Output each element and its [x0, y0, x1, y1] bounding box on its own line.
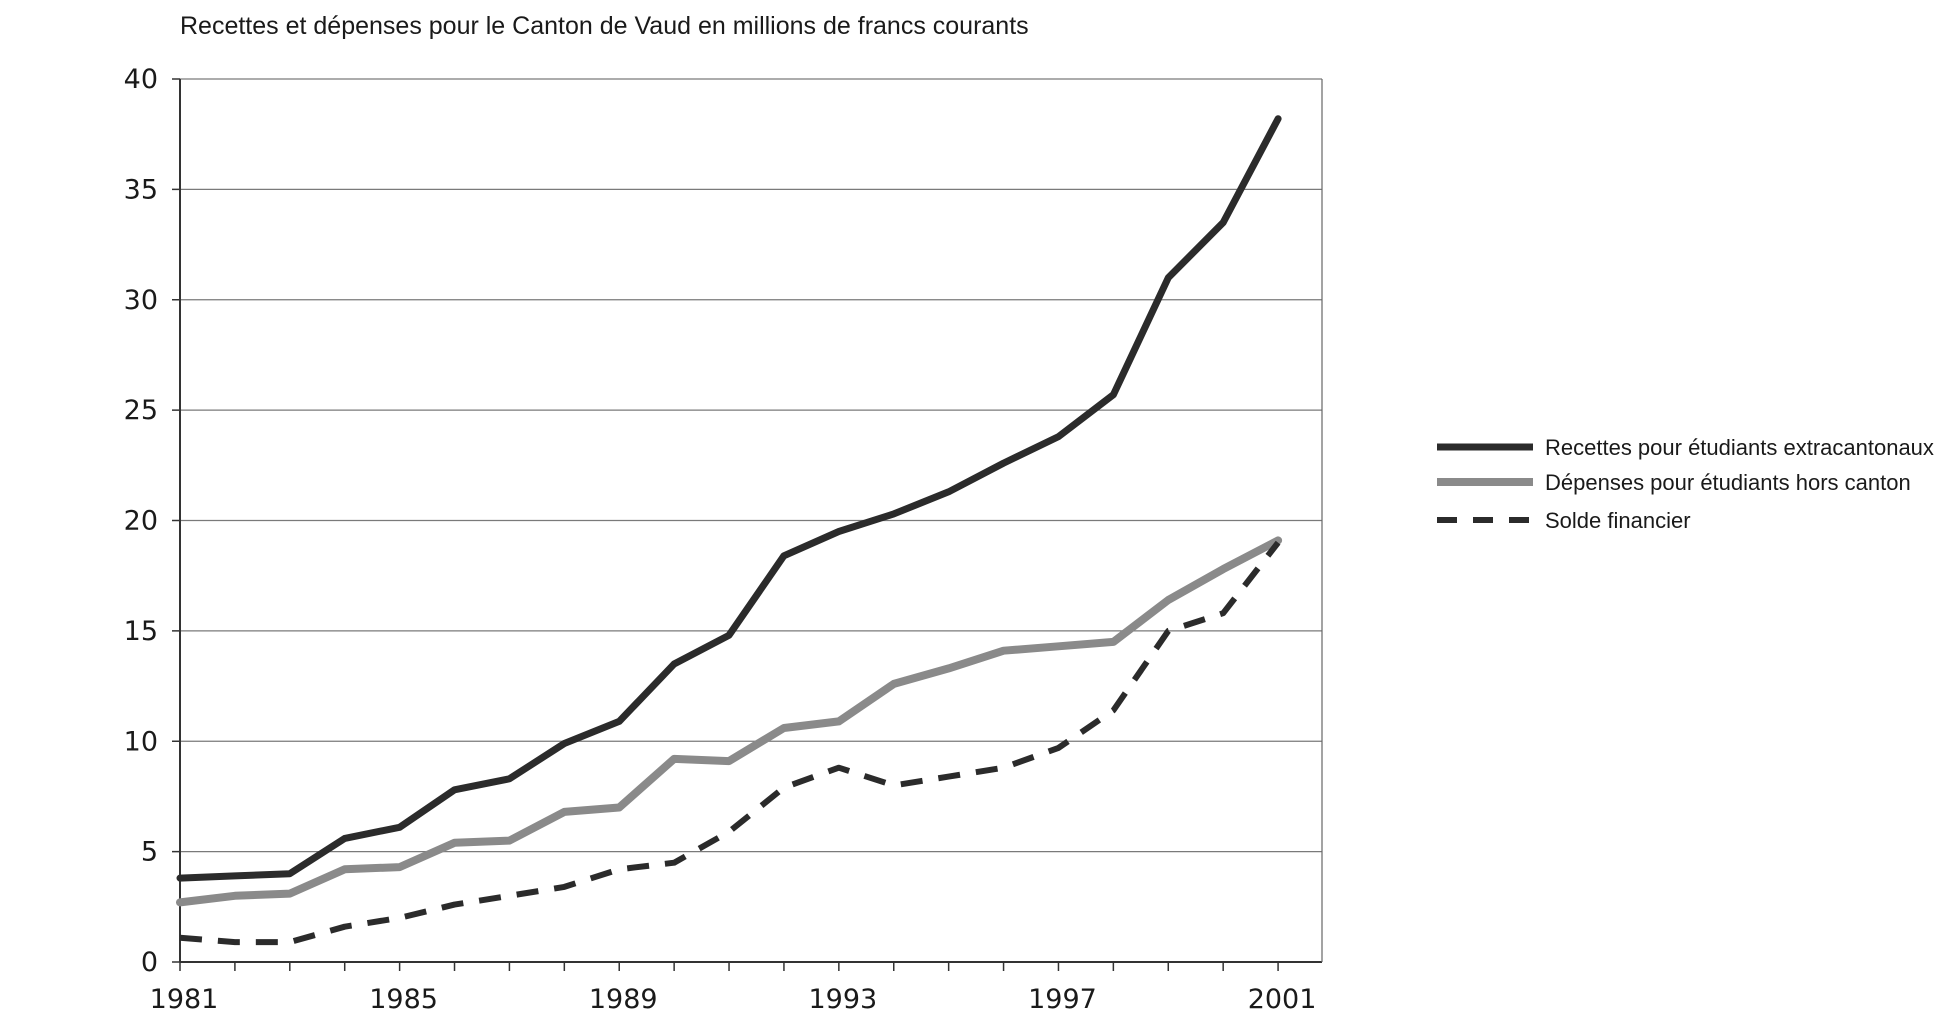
legend: Recettes pour étudiants extracantonaux Dé…	[1437, 435, 1934, 533]
x-tick-label: 1993	[808, 984, 877, 1015]
y-tick-label: 15	[124, 616, 158, 647]
y-tick-label: 30	[124, 285, 158, 316]
legend-label: Recettes pour étudiants extracantonaux	[1545, 435, 1934, 460]
x-tick-label: 2001	[1248, 984, 1317, 1015]
y-tick-label: 5	[141, 837, 158, 868]
axes	[172, 78, 1323, 971]
y-tick-label: 35	[124, 174, 158, 205]
y-tick-labels: 0 5 10 15 20 25 30 35 40	[124, 64, 158, 978]
x-tick-labels: 1981 1985 1989 1993 1997 2001	[150, 984, 1317, 1015]
legend-label: Dépenses pour étudiants hors canton	[1545, 470, 1911, 495]
legend-label: Solde financier	[1545, 508, 1691, 533]
series-lines	[176, 115, 1283, 946]
y-tick-label: 20	[124, 506, 158, 537]
chart-title: Recettes et dépenses pour le Canton de V…	[180, 12, 1029, 40]
grid	[180, 78, 1322, 853]
y-tick-label: 0	[141, 947, 158, 978]
x-tick-label: 1997	[1028, 984, 1097, 1015]
series-line-3	[179, 540, 1281, 946]
x-tick-label: 1989	[589, 984, 658, 1015]
series-line-2	[176, 536, 1283, 907]
y-tick-label: 25	[124, 395, 158, 426]
series-line-1	[176, 115, 1282, 882]
y-tick-label: 10	[124, 726, 158, 757]
y-tick-label: 40	[124, 64, 158, 95]
x-tick-label: 1985	[369, 984, 438, 1015]
x-tick-label: 1981	[150, 984, 219, 1015]
